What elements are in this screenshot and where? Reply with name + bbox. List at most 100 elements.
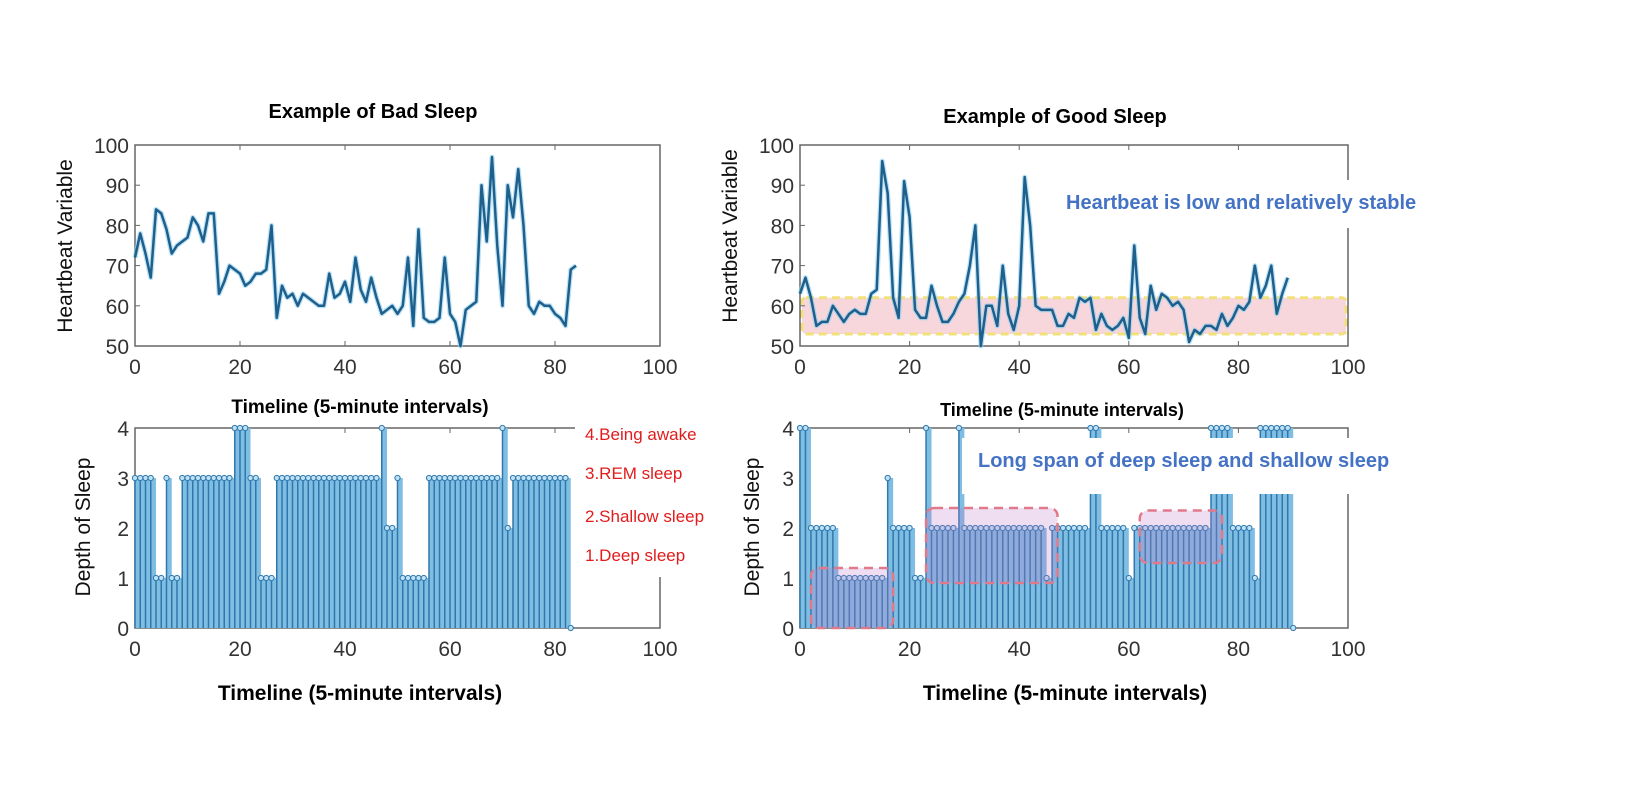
depth-bar-fill <box>408 578 414 628</box>
x-tick-label: 60 <box>438 638 461 661</box>
depth-bar-fill <box>266 578 272 628</box>
depth-bar-fill <box>1287 428 1294 628</box>
depth-bar-fill <box>182 478 188 628</box>
depth-marker <box>478 474 485 482</box>
series-glow <box>132 154 578 349</box>
depth-marker <box>373 474 380 482</box>
depth-marker <box>1213 424 1220 432</box>
depth-marker <box>394 474 401 482</box>
depth-marker <box>415 574 422 582</box>
depth-bar-fill <box>980 528 987 628</box>
depth-bar-fill <box>492 478 498 628</box>
depth-marker <box>1038 524 1045 532</box>
y-tick-label: 4 <box>782 418 794 441</box>
depth-marker <box>137 474 144 482</box>
depth-marker <box>1098 524 1105 532</box>
highlight-box <box>1138 509 1224 565</box>
depth-bar-fill <box>1282 428 1288 628</box>
depth-bar-fill <box>297 478 303 628</box>
depth-marker <box>906 524 913 532</box>
depth-bar-fill <box>915 578 921 628</box>
depth-marker <box>1268 424 1275 432</box>
y-tick-label: 60 <box>771 296 794 319</box>
depth-bar-fill <box>555 478 561 628</box>
depth-bar-fill <box>843 578 850 628</box>
good-hr-xlabel: Timeline (5-minute intervals) <box>940 400 1184 420</box>
depth-bar-fill <box>1046 578 1053 628</box>
good-hr-ylabel: Heartbeat Variable <box>719 149 742 323</box>
depth-bar-fill <box>171 578 177 628</box>
heartbeat-series-line <box>798 159 1289 348</box>
depth-marker <box>184 474 191 482</box>
depth-bar-fill <box>150 478 156 628</box>
depth-marker <box>205 474 212 482</box>
depth-bar-fill <box>1019 528 1025 628</box>
x-tick-label: 0 <box>129 638 141 661</box>
depth-marker <box>236 424 244 432</box>
depth-marker <box>1114 524 1121 532</box>
depth-bar-fill <box>434 478 440 628</box>
depth-bar-fill <box>334 478 340 628</box>
depth-marker <box>1109 524 1116 532</box>
depth-marker <box>189 474 196 482</box>
depth-marker <box>294 474 301 482</box>
heartbeat-annotation: Heartbeat is low and relatively stable <box>1050 180 1416 228</box>
depth-marker <box>231 424 238 432</box>
bad-hr-xlabel: Timeline (5-minute intervals) <box>231 397 489 418</box>
legend-item-rem: 3.REM sleep <box>585 464 683 483</box>
depth-bar-fill <box>904 528 910 628</box>
sleep-span-annotation: Long span of deep sleep and shallow slee… <box>962 438 1472 494</box>
depth-marker <box>168 574 175 582</box>
depth-bar-fill <box>429 478 435 628</box>
depth-bar-fill <box>229 478 235 628</box>
y-tick-label: 50 <box>771 336 794 359</box>
depth-bar-fill <box>937 528 943 628</box>
depth-bar-fill <box>450 478 456 628</box>
chart-3: 0 20 40 60 80 100 0 1 2 3 4 <box>782 418 1365 661</box>
depth-marker <box>1290 624 1297 632</box>
depth-bar-fill <box>1232 528 1239 628</box>
y-tick-label: 70 <box>106 256 129 279</box>
depth-bar-fill <box>402 578 408 628</box>
depth-bar-fill <box>1276 428 1283 628</box>
depth-bar-fill <box>1013 528 1020 628</box>
depth-bar-fill <box>439 478 445 628</box>
depth-bar-fill <box>860 578 866 628</box>
depth-bar-fill <box>997 528 1003 628</box>
depth-marker <box>1065 524 1072 532</box>
depth-marker <box>1246 524 1253 532</box>
depth-bar-fill <box>261 578 267 628</box>
depth-bar-fill <box>255 478 261 628</box>
y-tick-label: 90 <box>771 175 794 198</box>
depth-marker <box>247 474 254 482</box>
y-tick-label: 60 <box>106 296 129 319</box>
depth-bar-fill <box>1178 528 1184 628</box>
y-tick-label: 100 <box>759 135 794 158</box>
depth-bar-fill <box>975 528 981 628</box>
depth-marker <box>273 474 280 482</box>
x-tick-label: 80 <box>1227 638 1250 661</box>
x-tick-label: 100 <box>642 356 677 379</box>
depth-bar-fill <box>1216 428 1222 628</box>
depth-bar-fill <box>1265 428 1272 628</box>
depth-bar-fill <box>397 478 403 628</box>
depth-bar-fill <box>371 478 377 628</box>
depth-marker <box>462 474 469 482</box>
chart-0: 0 20 40 60 80 100 50 60 70 80 90 100 <box>94 135 678 379</box>
depth-bar-fill <box>345 478 351 628</box>
depth-marker <box>1076 524 1083 532</box>
depth-bar-fill <box>1271 428 1277 628</box>
depth-bar-fill <box>292 478 298 628</box>
depth-bar-fill <box>1117 528 1124 628</box>
depth-marker <box>179 474 186 482</box>
depth-marker <box>1120 524 1127 532</box>
depth-bar-fill <box>282 478 288 628</box>
depth-bar-fill <box>969 528 976 628</box>
depth-marker <box>452 474 459 482</box>
depth-bar-fill <box>455 478 461 628</box>
legend-item-awake: 4.Being awake <box>585 425 697 444</box>
depth-bar-fill <box>156 578 162 628</box>
depth-bar-fill <box>865 578 872 628</box>
depth-marker <box>1235 524 1242 532</box>
depth-bar-fill <box>276 478 282 628</box>
